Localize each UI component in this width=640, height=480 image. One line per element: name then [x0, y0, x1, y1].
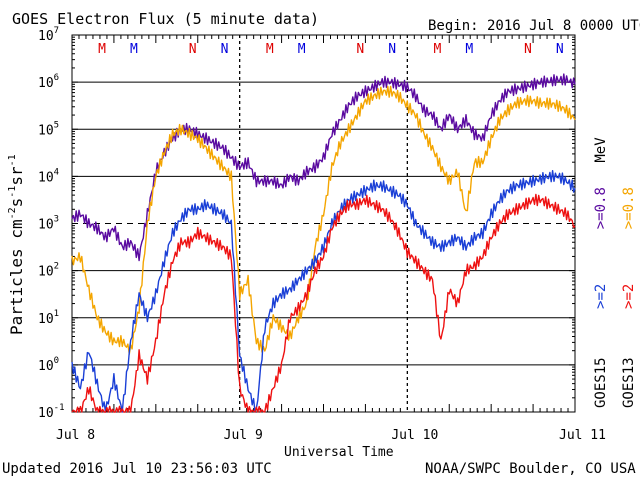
y-tick-label: 103: [38, 215, 59, 233]
marker-n: N: [189, 42, 197, 57]
svg-text:GOES13 >=2 >=0.8: GOES13 >=2 >=0.8: [621, 187, 637, 408]
series-line-3: [71, 193, 576, 413]
y-tick-label: 105: [38, 120, 59, 138]
updated-time: Updated 2016 Jul 10 23:56:03 UTC: [2, 461, 272, 477]
marker-n: N: [524, 42, 532, 57]
y-tick-label: 10-1: [38, 403, 65, 421]
unit-label: MeV: [593, 137, 609, 163]
x-tick-label: Jul 9: [224, 428, 263, 443]
marker-n: N: [356, 42, 364, 57]
y-tick-label: 104: [38, 167, 59, 185]
marker-n: N: [388, 42, 396, 57]
x-axis-label: Universal Time: [284, 445, 394, 460]
marker-m: M: [98, 42, 106, 57]
goes13-08mev-label: >=0.8: [621, 187, 637, 229]
goes15-label: GOES15: [593, 357, 609, 408]
series-lines: [71, 73, 576, 413]
y-tick-label: 100: [38, 356, 59, 374]
right-legend-goes13: GOES13 >=2 >=0.8: [621, 187, 637, 408]
begin-time: Begin: 2016 Jul 8 0000 UTC: [428, 18, 640, 34]
y-axis-ticks: 10-1 100 101 102 103 104 105 106 107: [38, 26, 575, 421]
x-tick-label: Jul 10: [391, 428, 438, 443]
right-legend-goes15: GOES15 >=2 >=0.8 MeV: [593, 137, 609, 408]
marker-n: N: [556, 42, 564, 57]
series-line-2: [71, 169, 576, 413]
y-axis-label: Particles cm-2s-1sr-1: [7, 154, 26, 335]
goes15-08mev-label: >=0.8: [593, 187, 609, 229]
x-tick-label: Jul 8: [56, 428, 95, 443]
goes13-label: GOES13: [621, 357, 637, 408]
y-tick-label: 102: [38, 262, 59, 280]
marker-m: M: [298, 42, 306, 57]
svg-text:Particles cm-2s-1sr-1: Particles cm-2s-1sr-1: [7, 154, 26, 335]
marker-m: M: [266, 42, 274, 57]
y-tick-label: 107: [38, 26, 59, 44]
credit: NOAA/SWPC Boulder, CO USA: [425, 461, 636, 477]
y-tick-label: 101: [38, 309, 59, 327]
marker-m: M: [130, 42, 138, 57]
x-tick-label: Jul 11: [559, 428, 606, 443]
marker-m: M: [434, 42, 442, 57]
y-tick-label: 106: [38, 73, 59, 91]
svg-text:GOES15 >=2 >=0.8: GOES15 >=2 >=0.8 MeV: [593, 137, 609, 408]
x-axis-ticks: Jul 8 Jul 9 Jul 10 Jul 11: [56, 428, 606, 443]
goes15-2mev-label: >=2: [593, 284, 609, 309]
marker-m: M: [465, 42, 473, 57]
series-line-1: [71, 85, 576, 355]
chart-title: GOES Electron Flux (5 minute data): [12, 10, 319, 28]
series-line-0: [71, 73, 576, 262]
marker-n: N: [221, 42, 229, 57]
goes13-2mev-label: >=2: [621, 284, 637, 309]
